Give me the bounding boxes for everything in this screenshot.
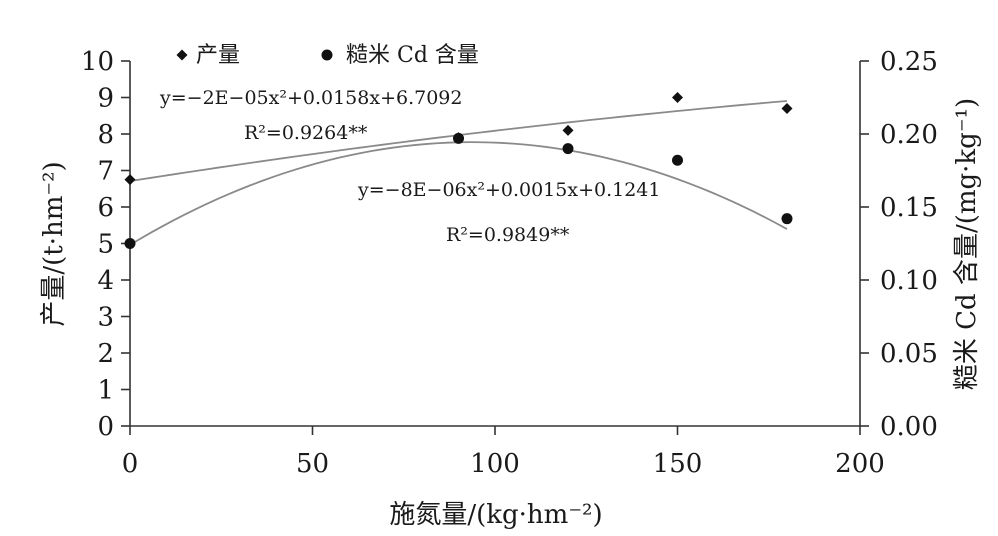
left-y-tick-label: 9 [97, 84, 114, 114]
cd-point [781, 213, 793, 225]
right-y-axis-title: 糙米 Cd 含量/(mg·kg⁻¹) [952, 98, 982, 390]
left-y-tick-label: 3 [97, 303, 114, 333]
x-tick-label: 0 [122, 449, 139, 479]
x-tick-label: 100 [470, 449, 520, 479]
left-y-tick-label: 0 [97, 412, 114, 442]
yield-point [562, 124, 574, 136]
left-y-tick-label: 1 [97, 376, 114, 406]
legend-label-yield: 产量 [196, 43, 240, 68]
left-y-tick-label: 6 [97, 193, 114, 223]
left-y-tick-label: 10 [81, 47, 114, 77]
left-y-tick-label: 2 [97, 339, 114, 369]
legend-circle-shape [321, 49, 333, 61]
cd-r2: R²=0.9849** [446, 224, 570, 246]
legend-label-cd: 糙米 Cd 含量 [346, 43, 479, 68]
yield-point [672, 92, 683, 103]
right-y-ticks: 0.00 0.05 0.10 0.15 0.20 0.25 [860, 47, 938, 442]
yield-r2: R²=0.9264** [244, 122, 368, 144]
cd-point [562, 143, 574, 155]
yield-equation: y=−2E−05x²+0.0158x+6.7092 [159, 87, 462, 109]
cd-equation: y=−8E−06x²+0.0015x+0.1241 [357, 179, 660, 201]
legend: 产量 糙米 Cd 含量 [176, 43, 479, 68]
right-y-tick-label: 0.00 [880, 412, 938, 442]
left-y-tick-label: 4 [97, 266, 114, 296]
right-y-tick-label: 0.10 [880, 266, 938, 296]
right-y-tick-label: 0.05 [880, 339, 938, 369]
cd-point [124, 238, 136, 249]
yield-point [781, 102, 793, 114]
x-tick-label: 150 [653, 449, 703, 479]
x-tick-label: 200 [835, 449, 885, 479]
data-points [124, 92, 793, 249]
legend-diamond-shape [176, 49, 188, 61]
right-y-tick-label: 0.20 [880, 120, 938, 150]
x-ticks: 0 50 100 150 200 [122, 426, 885, 479]
left-y-tick-label: 8 [97, 120, 114, 150]
left-y-tick-label: 7 [97, 157, 114, 187]
left-y-ticks: 0 1 2 3 4 5 6 7 8 9 10 [81, 47, 130, 442]
right-y-tick-label: 0.25 [880, 47, 938, 77]
cd-point [453, 132, 464, 144]
legend-diamond-marker [176, 49, 188, 61]
left-y-axis-title: 产量/(t·hm⁻²) [39, 161, 69, 326]
yield-point [124, 174, 136, 186]
legend-circle-marker [321, 49, 333, 61]
x-axis-title: 施氮量/(kg·hm⁻²) [389, 500, 602, 530]
x-tick-label: 50 [296, 449, 329, 479]
right-y-tick-label: 0.15 [880, 193, 938, 223]
cd-point [672, 154, 683, 166]
left-y-tick-label: 5 [97, 230, 114, 260]
